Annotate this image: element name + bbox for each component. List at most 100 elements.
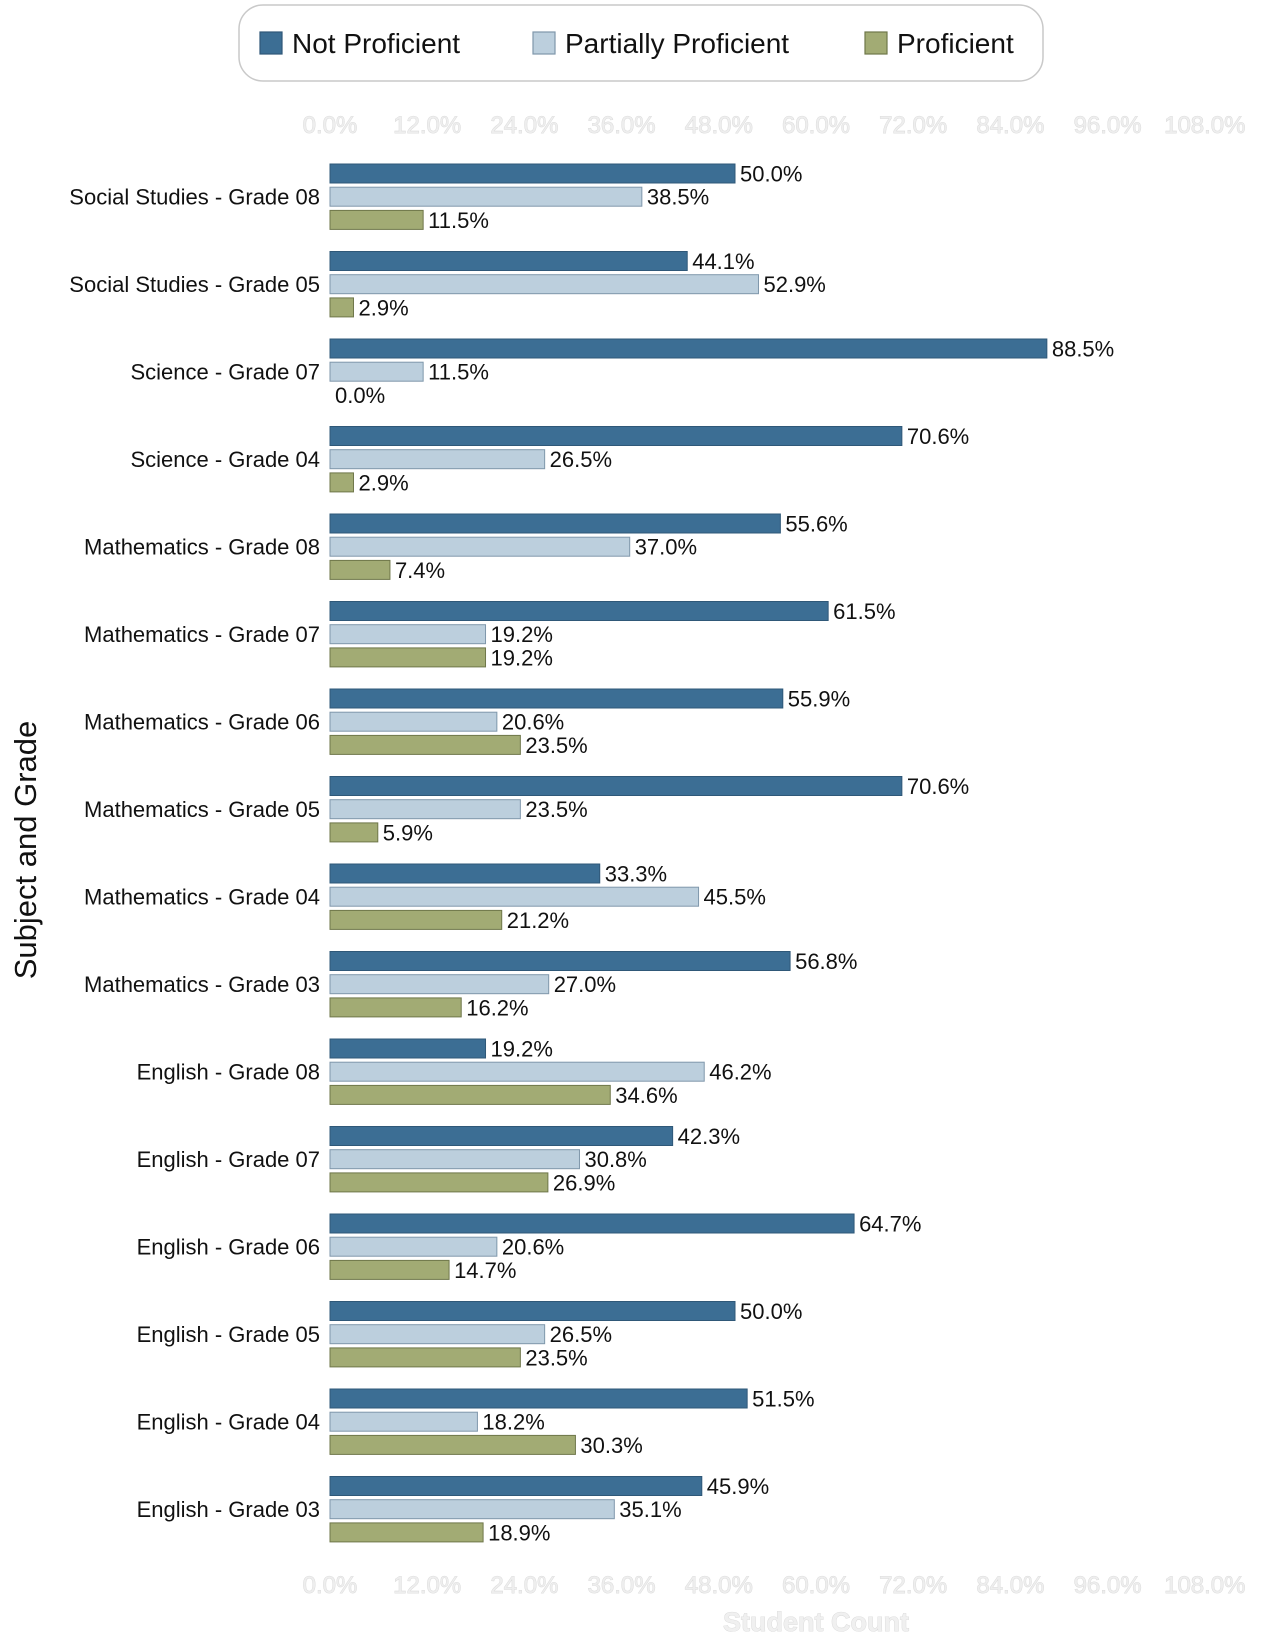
- data-label: 16.2%: [466, 995, 528, 1020]
- data-label: 55.9%: [788, 687, 850, 712]
- x-tick-bottom: 48.0%: [685, 1572, 753, 1599]
- data-label: 88.5%: [1052, 337, 1114, 362]
- bar: [329, 909, 503, 930]
- data-label: 0.0%: [335, 383, 385, 408]
- x-tick-bottom: 60.0%: [782, 1572, 850, 1599]
- x-axis-title: Student Count: [723, 1607, 909, 1636]
- category-label: English - Grade 05: [137, 1322, 320, 1347]
- x-tick-top: 84.0%: [976, 112, 1044, 139]
- category-label: Mathematics - Grade 03: [84, 972, 320, 997]
- bar: [329, 1213, 855, 1234]
- data-label: 18.9%: [488, 1520, 550, 1545]
- bar: [329, 1499, 615, 1520]
- category-label: Science - Grade 07: [130, 360, 320, 385]
- data-label: 30.3%: [580, 1433, 642, 1458]
- x-tick-top: 72.0%: [879, 112, 947, 139]
- data-label: 42.3%: [678, 1124, 740, 1149]
- bar: [329, 251, 688, 271]
- data-label: 52.9%: [763, 272, 825, 297]
- data-label: 11.5%: [428, 208, 489, 233]
- data-label: 21.2%: [507, 908, 569, 933]
- x-tick-bottom: 36.0%: [588, 1572, 656, 1599]
- category-label: Mathematics - Grade 06: [84, 710, 320, 735]
- data-label: 26.5%: [550, 1322, 612, 1347]
- category-label: English - Grade 06: [137, 1235, 320, 1260]
- bar: [329, 1411, 478, 1432]
- data-label: 45.5%: [704, 885, 766, 910]
- category-label: Science - Grade 04: [130, 447, 320, 472]
- data-label: 11.5%: [428, 360, 489, 385]
- data-label: 18.2%: [482, 1410, 544, 1435]
- bar: [329, 274, 759, 295]
- bar: [329, 1172, 549, 1193]
- data-label: 37.0%: [635, 535, 697, 560]
- data-label: 5.9%: [383, 820, 433, 845]
- bar: [329, 822, 379, 843]
- category-label: Social Studies - Grade 08: [69, 185, 320, 210]
- legend-swatch-3: [864, 31, 888, 55]
- category-label: Mathematics - Grade 07: [84, 622, 320, 647]
- x-tick-bottom: 0.0%: [303, 1572, 358, 1599]
- x-tick-bottom: 72.0%: [879, 1572, 947, 1599]
- bar: [329, 1149, 580, 1170]
- x-tick-top: 24.0%: [490, 112, 558, 139]
- data-label: 35.1%: [619, 1497, 681, 1522]
- x-tick-top: 108.0%: [1164, 112, 1245, 139]
- y-axis-title: Subject and Grade: [8, 721, 43, 980]
- data-label: 23.5%: [525, 797, 587, 822]
- x-tick-top: 36.0%: [588, 112, 656, 139]
- category-label: English - Grade 07: [137, 1147, 320, 1172]
- data-label: 45.9%: [707, 1474, 769, 1499]
- data-label: 26.9%: [553, 1170, 615, 1195]
- bar: [329, 1236, 498, 1257]
- category-labels: Social Studies - Grade 08 Social Studies …: [69, 185, 320, 1522]
- x-axis-ticks-bottom: 0.0% 12.0% 24.0% 36.0% 48.0% 60.0% 72.0% 84.0% 9…: [302, 1572, 1246, 1600]
- bar: [329, 997, 462, 1018]
- bar: [329, 647, 487, 668]
- bar: [329, 1522, 484, 1543]
- data-label: 64.7%: [859, 1212, 921, 1237]
- category-label: Social Studies - Grade 05: [69, 272, 320, 297]
- data-label: 34.6%: [615, 1083, 677, 1108]
- data-label: 19.2%: [491, 645, 553, 670]
- data-label: 33.3%: [605, 862, 667, 887]
- legend-label-2: Partially Proficient: [565, 28, 789, 59]
- legend-swatch-2: [532, 31, 556, 55]
- data-label: 55.6%: [785, 512, 847, 537]
- data-label: 2.9%: [358, 470, 408, 495]
- bar: [329, 624, 487, 645]
- bar: [329, 361, 424, 382]
- bar: [329, 1388, 748, 1409]
- bar: [329, 734, 521, 755]
- data-label: 20.6%: [502, 1235, 564, 1260]
- bar: [329, 472, 354, 493]
- data-label: 23.5%: [525, 733, 587, 758]
- data-label: 56.8%: [795, 949, 857, 974]
- bar: [329, 1259, 450, 1280]
- bar: [329, 1301, 736, 1321]
- bar: [329, 688, 784, 709]
- data-label: 26.5%: [550, 447, 612, 472]
- legend-label-3: Proficient: [897, 28, 1014, 59]
- bar: [329, 951, 791, 971]
- bar: [329, 1084, 611, 1105]
- data-label: 70.6%: [907, 774, 969, 799]
- category-label: English - Grade 03: [137, 1497, 320, 1522]
- x-tick-bottom: 96.0%: [1074, 1572, 1142, 1599]
- bar: [329, 209, 424, 230]
- data-label: 19.2%: [491, 1037, 553, 1062]
- data-label: 23.5%: [525, 1345, 587, 1370]
- x-tick-top: 60.0%: [782, 112, 850, 139]
- data-label: 61.5%: [833, 599, 895, 624]
- data-label: 7.4%: [395, 558, 445, 583]
- bar: [329, 886, 700, 907]
- bar: [329, 1434, 576, 1455]
- data-label: 70.6%: [907, 424, 969, 449]
- data-label: 27.0%: [554, 972, 616, 997]
- data-label: 46.2%: [709, 1060, 771, 1085]
- data-label: 20.6%: [502, 710, 564, 735]
- legend-swatch-1: [259, 31, 283, 55]
- category-label: Mathematics - Grade 05: [84, 797, 320, 822]
- x-tick-bottom: 84.0%: [976, 1572, 1044, 1599]
- bar: [329, 1061, 705, 1082]
